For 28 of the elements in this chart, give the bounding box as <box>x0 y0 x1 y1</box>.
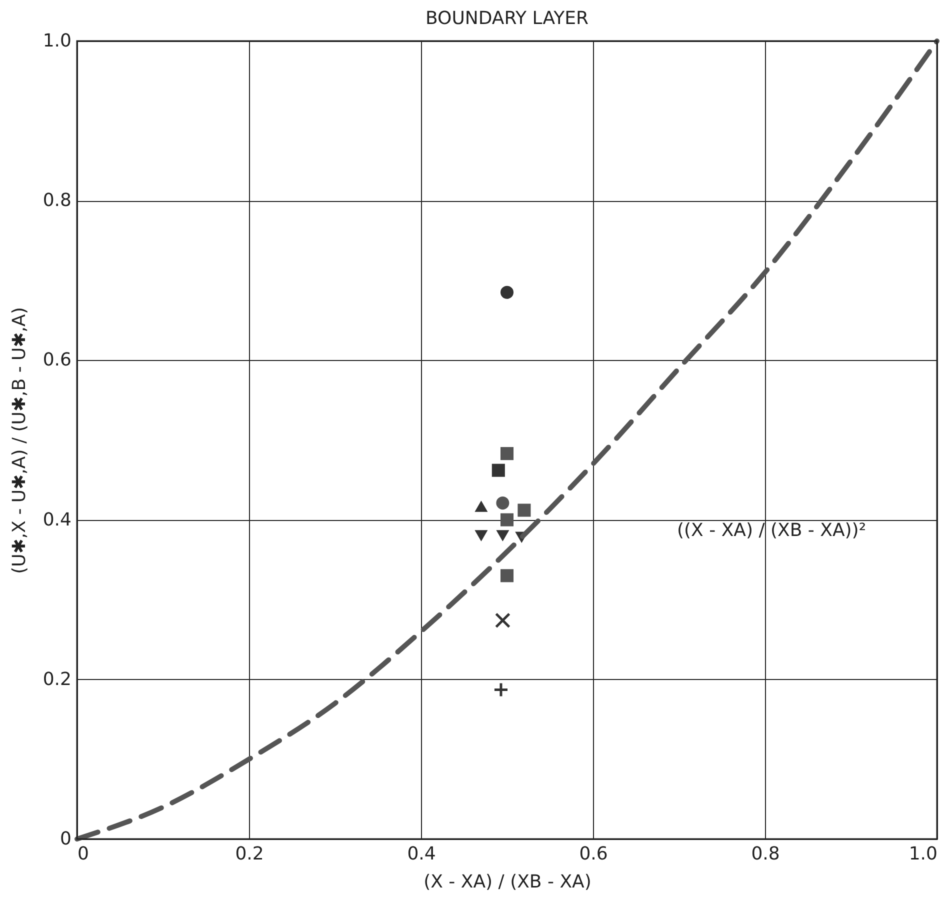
point <box>474 530 488 542</box>
x-tick-label: 1.0 <box>908 844 938 864</box>
point <box>500 569 514 582</box>
x-axis-title: (X - XA) / (XB - XA) <box>424 872 592 892</box>
y-axis-title: (U✱,X - U✱,A) / (U✱,B - U✱,A) <box>8 307 30 574</box>
x-tick-label: 0.4 <box>407 844 436 864</box>
chart-title: BOUNDARY LAYER <box>425 8 589 29</box>
point <box>492 464 505 477</box>
y-tick-label: 0.2 <box>42 668 72 690</box>
y-tick-label: 0.6 <box>42 350 72 371</box>
point <box>500 513 514 526</box>
point <box>494 612 510 628</box>
x-tick-label: 0.8 <box>751 844 780 864</box>
y-tick-label: 0.8 <box>42 190 72 212</box>
x-tick-label: 0.2 <box>235 844 264 864</box>
annotation: ((X - XA) / (XB - XA))² <box>677 520 866 541</box>
y-tick-label: 0.4 <box>42 509 72 530</box>
point <box>474 500 488 512</box>
y-tick-label: 0 <box>60 828 72 850</box>
point <box>493 682 509 698</box>
point <box>496 530 510 542</box>
point <box>500 286 514 299</box>
point <box>518 504 531 517</box>
x-tick-label: 0 <box>78 844 89 864</box>
y-tick-label: 1.0 <box>42 30 72 52</box>
x-tick-label: 0.6 <box>579 844 608 864</box>
point <box>500 447 514 460</box>
point <box>496 496 510 510</box>
